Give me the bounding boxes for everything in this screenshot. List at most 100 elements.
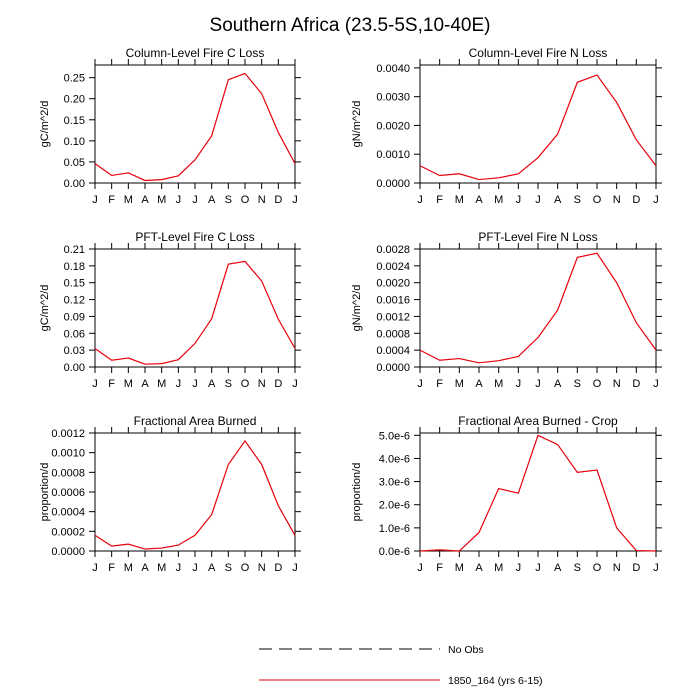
x-tick-label: A [141, 194, 149, 206]
x-tick-label: F [108, 562, 115, 574]
x-tick-label: A [554, 378, 562, 390]
y-tick-label: 0.0012 [376, 311, 410, 323]
x-tick-label: J [535, 378, 541, 390]
x-tick-label: N [613, 194, 621, 206]
x-tick-label: J [516, 562, 522, 574]
y-tick-label: 2.0e-6 [379, 500, 410, 512]
y-tick-label: 0.09 [64, 311, 85, 323]
y-tick-label: 0.20 [64, 94, 85, 106]
x-tick-label: M [124, 194, 133, 206]
x-tick-label: S [225, 378, 232, 390]
y-axis-label: gN/m^2/d [351, 101, 363, 148]
x-tick-label: A [554, 562, 562, 574]
panel-title: Fractional Area Burned - Crop [458, 414, 618, 428]
y-tick-label: 0.21 [64, 244, 85, 256]
plot-frame [419, 248, 657, 368]
y-tick-label: 0.00 [64, 178, 85, 190]
x-tick-label: M [455, 378, 464, 390]
plot-frame [419, 64, 657, 184]
x-tick-label: A [141, 562, 149, 574]
x-tick-label: J [292, 378, 298, 390]
panel-title: Column-Level Fire N Loss [469, 46, 608, 60]
x-tick-label: D [632, 194, 640, 206]
y-tick-label: 3.0e-6 [379, 477, 410, 489]
x-tick-label: J [417, 194, 423, 206]
x-tick-label: M [157, 194, 166, 206]
x-tick-label: F [108, 378, 115, 390]
x-tick-label: J [92, 562, 98, 574]
x-tick-label: O [241, 194, 250, 206]
x-tick-label: O [593, 378, 602, 390]
y-tick-label: 0.10 [64, 136, 85, 148]
y-tick-label: 0.0024 [376, 261, 410, 273]
y-tick-label: 4.0e-6 [379, 453, 410, 465]
x-tick-label: M [124, 562, 133, 574]
y-tick-label: 0.0028 [376, 244, 410, 256]
y-tick-label: 0.25 [64, 73, 85, 85]
x-tick-label: A [475, 562, 483, 574]
y-tick-label: 0.0010 [51, 448, 85, 460]
x-tick-label: J [176, 562, 182, 574]
x-tick-label: J [92, 378, 98, 390]
x-tick-label: S [225, 562, 232, 574]
legend-label-obs: No Obs [448, 644, 484, 656]
x-tick-label: J [192, 378, 198, 390]
y-tick-label: 5.0e-6 [379, 430, 410, 442]
x-tick-label: J [516, 378, 522, 390]
x-tick-label: M [494, 194, 503, 206]
x-tick-label: F [436, 562, 443, 574]
y-tick-label: 0.15 [64, 115, 85, 127]
y-tick-label: 0.0020 [376, 278, 410, 290]
series-line [94, 260, 296, 365]
y-axis-label: proportion/d [351, 463, 363, 522]
series-line [94, 439, 296, 550]
x-tick-label: M [455, 562, 464, 574]
x-tick-label: D [274, 194, 282, 206]
x-tick-label: M [157, 378, 166, 390]
x-tick-label: O [241, 378, 250, 390]
y-tick-label: 0.0008 [51, 467, 85, 479]
x-tick-label: J [292, 194, 298, 206]
y-tick-label: 0.0012 [51, 428, 85, 440]
x-tick-label: N [613, 562, 621, 574]
x-tick-label: J [535, 194, 541, 206]
y-tick-label: 0.0040 [376, 63, 410, 75]
panel-title: PFT-Level Fire N Loss [478, 230, 597, 244]
x-tick-label: J [535, 562, 541, 574]
x-tick-label: M [455, 194, 464, 206]
y-tick-label: 0.15 [64, 278, 85, 290]
x-tick-label: J [653, 562, 659, 574]
y-tick-label: 0.0000 [376, 178, 410, 190]
x-tick-label: J [292, 562, 298, 574]
y-tick-label: 0.0010 [376, 149, 410, 161]
x-tick-label: D [274, 378, 282, 390]
x-tick-label: M [157, 562, 166, 574]
x-tick-label: A [554, 194, 562, 206]
x-tick-label: J [192, 562, 198, 574]
x-tick-label: M [494, 378, 503, 390]
x-tick-label: J [417, 378, 423, 390]
x-tick-label: S [574, 378, 581, 390]
y-tick-label: 0.0004 [376, 345, 410, 357]
x-tick-label: M [494, 562, 503, 574]
series-line [94, 72, 296, 182]
y-axis-label: gC/m^2/d [39, 101, 51, 148]
x-tick-label: N [258, 378, 266, 390]
x-tick-label: S [225, 194, 232, 206]
y-tick-label: 0.18 [64, 261, 85, 273]
x-tick-label: F [436, 378, 443, 390]
x-tick-label: J [176, 194, 182, 206]
x-tick-label: A [475, 194, 483, 206]
x-tick-label: D [274, 562, 282, 574]
panel-title: Fractional Area Burned [134, 414, 257, 428]
y-tick-label: 0.00 [64, 362, 85, 374]
panel-title: Column-Level Fire C Loss [126, 46, 265, 60]
y-tick-label: 0.05 [64, 157, 85, 169]
y-tick-label: 0.0006 [51, 487, 85, 499]
x-tick-label: J [516, 194, 522, 206]
